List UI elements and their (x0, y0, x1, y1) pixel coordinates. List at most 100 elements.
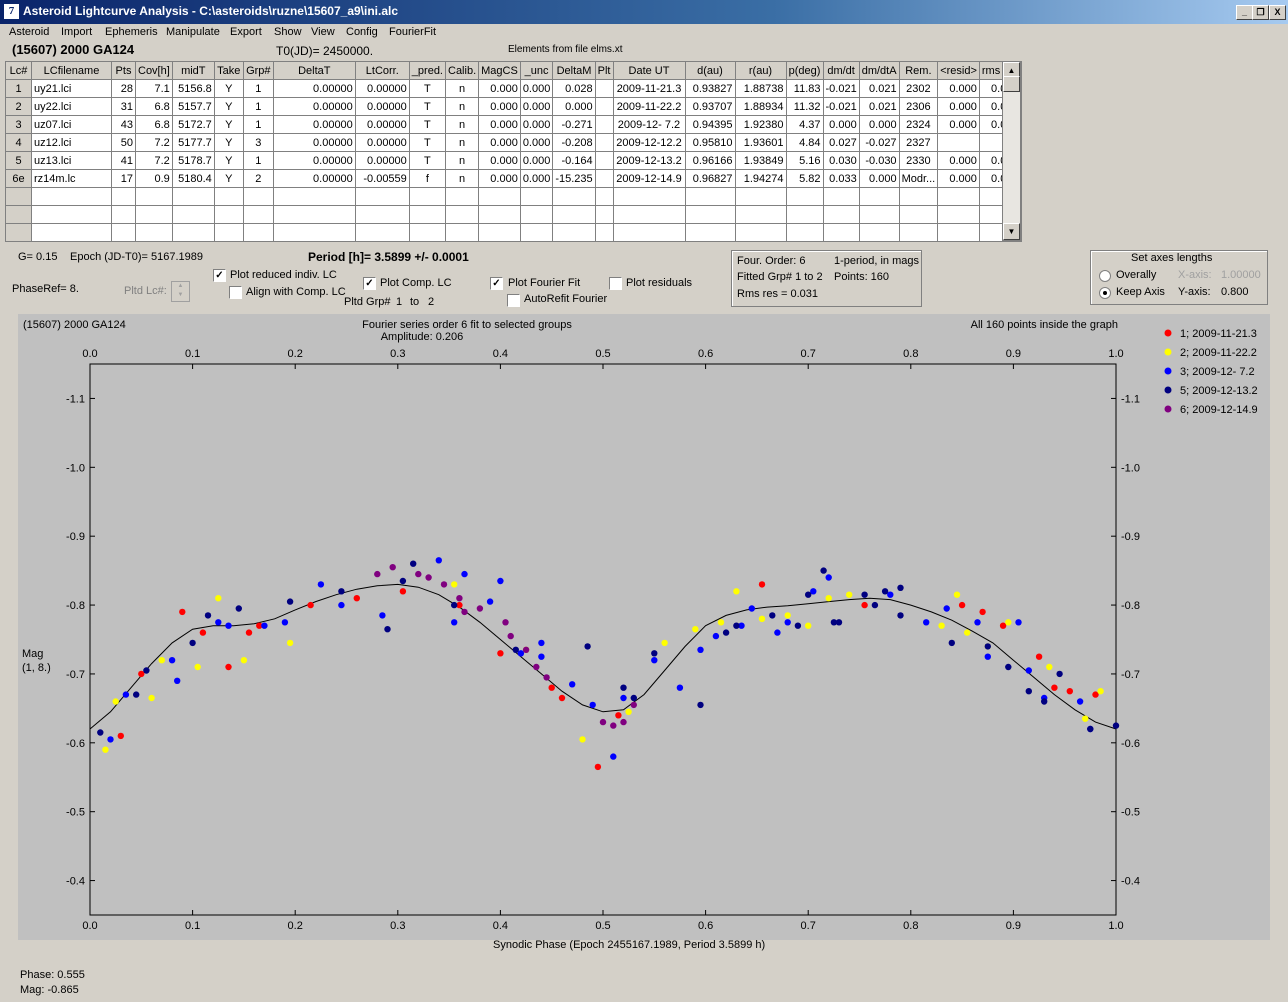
table-cell[interactable]: 5178.7 (171, 151, 215, 170)
table-cell[interactable]: 0.000 (478, 79, 521, 98)
table-cell[interactable] (937, 187, 980, 206)
table-cell[interactable]: Y (213, 115, 244, 134)
table-cell[interactable]: Y (213, 133, 244, 152)
table-cell[interactable]: 7.2 (135, 151, 173, 170)
table-cell[interactable]: n (444, 169, 480, 188)
table-cell[interactable]: 0.000 (937, 115, 980, 134)
table-cell[interactable]: 0.000 (519, 79, 554, 98)
table-cell[interactable]: 0.00000 (272, 151, 356, 170)
table-cell[interactable] (478, 223, 521, 242)
column-header[interactable]: Rem. (898, 61, 939, 80)
table-cell[interactable] (594, 205, 614, 224)
table-cell[interactable]: 0.00000 (272, 115, 356, 134)
table-cell[interactable]: 0.93827 (684, 79, 736, 98)
plot-fourier-checkbox[interactable]: ✓ (490, 277, 503, 290)
table-cell[interactable]: 17 (111, 169, 136, 188)
table-cell[interactable]: 5180.4 (171, 169, 215, 188)
table-cell[interactable]: 5177.7 (171, 133, 215, 152)
table-cell[interactable]: 2009-11-21.3 (612, 79, 686, 98)
table-cell[interactable]: 5.82 (785, 169, 824, 188)
table-cell[interactable]: 0.000 (858, 115, 900, 134)
menu-view[interactable]: View (311, 26, 335, 38)
table-row[interactable]: 6e rz14m.lc 17 0.9 5180.4 Y 2 0.00000 -0.00559 f n… (5, 169, 1022, 188)
column-header[interactable]: Pts (111, 61, 136, 80)
column-header[interactable]: LtCorr. (354, 61, 410, 80)
table-cell[interactable]: 0.000 (478, 97, 521, 116)
table-cell[interactable] (111, 205, 136, 224)
column-header[interactable]: d(au) (684, 61, 736, 80)
table-cell[interactable] (552, 223, 596, 242)
table-cell[interactable]: -0.021 (822, 97, 860, 116)
table-cell[interactable] (478, 187, 521, 206)
table-cell[interactable] (272, 205, 356, 224)
table-cell[interactable]: 0.000 (478, 133, 521, 152)
table-cell[interactable]: 0.00000 (272, 169, 356, 188)
table-cell[interactable]: 2 (242, 169, 274, 188)
keep-axis-radio[interactable] (1099, 287, 1111, 299)
table-cell[interactable] (594, 169, 614, 188)
table-cell[interactable]: 0.94395 (684, 115, 736, 134)
table-cell[interactable]: 1 (242, 97, 274, 116)
table-cell[interactable]: uz13.lci (31, 151, 112, 170)
table-cell[interactable] (135, 205, 173, 224)
table-cell[interactable] (937, 223, 980, 242)
table-cell[interactable] (31, 223, 112, 242)
overally-radio[interactable] (1099, 270, 1111, 282)
table-cell[interactable] (734, 187, 787, 206)
table-cell[interactable]: 6.8 (135, 97, 173, 116)
table-cell[interactable] (785, 223, 824, 242)
table-cell[interactable]: 1 (242, 79, 274, 98)
table-cell[interactable]: Y (213, 151, 244, 170)
table-cell[interactable] (594, 79, 614, 98)
plot-comp-checkbox[interactable]: ✓ (363, 277, 376, 290)
table-cell[interactable] (552, 205, 596, 224)
table-cell[interactable]: 0.021 (858, 79, 900, 98)
table-cell[interactable]: n (444, 151, 480, 170)
table-cell[interactable]: 6.8 (135, 115, 173, 134)
table-cell[interactable] (5, 223, 32, 242)
table-cell[interactable]: 4 (5, 133, 32, 152)
table-cell[interactable]: 1.92380 (734, 115, 787, 134)
table-cell[interactable] (135, 223, 173, 242)
column-header[interactable]: DeltaM (552, 61, 596, 80)
table-cell[interactable]: 0.000 (478, 169, 521, 188)
table-cell[interactable] (135, 187, 173, 206)
table-cell[interactable] (272, 187, 356, 206)
scroll-down-icon[interactable]: ▼ (1003, 223, 1020, 240)
spin-down-icon[interactable]: ▼ (177, 292, 184, 298)
table-cell[interactable]: 0.000 (937, 169, 980, 188)
y-axis-value[interactable]: 0.800 (1221, 286, 1249, 298)
table-cell[interactable]: 0.000 (937, 97, 980, 116)
table-cell[interactable]: 28 (111, 79, 136, 98)
table-cell[interactable] (111, 187, 136, 206)
table-cell[interactable]: 43 (111, 115, 136, 134)
table-cell[interactable] (594, 97, 614, 116)
table-cell[interactable]: 3 (242, 133, 274, 152)
table-cell[interactable]: 2 (5, 97, 32, 116)
table-cell[interactable]: Y (213, 97, 244, 116)
table-cell[interactable]: 0.96827 (684, 169, 736, 188)
column-header[interactable]: Cov[h] (135, 61, 173, 80)
table-cell[interactable] (213, 223, 244, 242)
table-cell[interactable] (519, 205, 554, 224)
table-cell[interactable]: n (444, 97, 480, 116)
table-cell[interactable]: 4.84 (785, 133, 824, 152)
column-header[interactable]: p(deg) (785, 61, 824, 80)
column-header[interactable]: r(au) (734, 61, 787, 80)
scroll-up-icon[interactable]: ▲ (1003, 62, 1020, 79)
table-cell[interactable] (734, 223, 787, 242)
column-header[interactable]: MagCS (478, 61, 521, 80)
table-cell[interactable] (612, 205, 686, 224)
table-cell[interactable] (822, 187, 860, 206)
table-cell[interactable]: 0.000 (478, 115, 521, 134)
table-cell[interactable]: 0.00000 (354, 79, 410, 98)
table-cell[interactable]: 2327 (898, 133, 939, 152)
table-cell[interactable] (898, 187, 939, 206)
table-cell[interactable]: 2009-12-12.2 (612, 133, 686, 152)
column-header[interactable]: Plt (594, 61, 614, 80)
table-cell[interactable]: n (444, 79, 480, 98)
table-cell[interactable] (612, 223, 686, 242)
